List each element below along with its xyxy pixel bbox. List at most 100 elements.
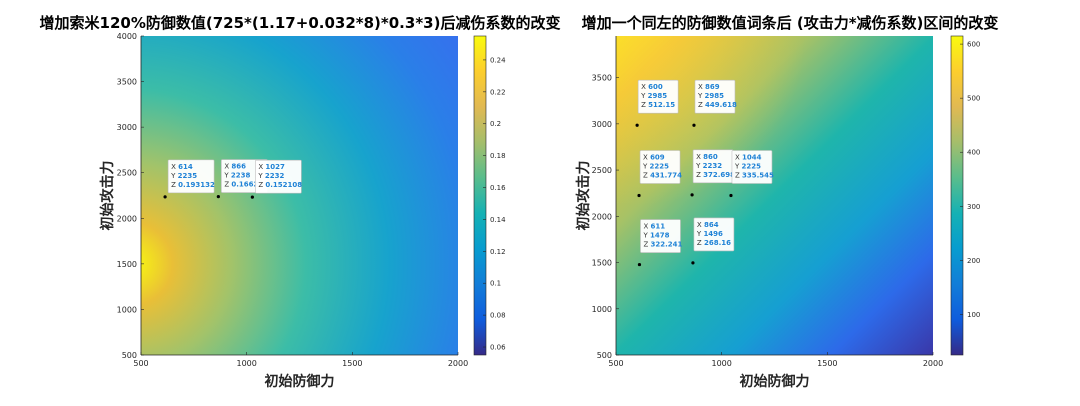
datatip-value: 372.698 xyxy=(703,171,735,179)
datatip-value: 2225 xyxy=(741,163,761,171)
y-tick-label: 3000 xyxy=(592,120,612,129)
colorbar xyxy=(950,35,964,356)
datatip-value: 431.774 xyxy=(650,172,682,180)
datatip-value: 0.152108 xyxy=(265,181,302,189)
datatip-value: 866 xyxy=(231,163,246,171)
y-tick-label: 1500 xyxy=(592,259,612,268)
datatip-point xyxy=(637,193,641,198)
datatip-line: Y 2235 xyxy=(170,172,197,180)
datatip-axis: Z xyxy=(696,171,703,179)
y-axis-label: 初始攻击力 xyxy=(99,161,116,231)
datatip-value: 2225 xyxy=(650,163,670,171)
datatip-line: Y 2238 xyxy=(223,172,250,180)
x-axis-label: 初始防御力 xyxy=(740,373,810,390)
datatip-axis: Z xyxy=(698,101,705,109)
datatip-axis: Y xyxy=(734,163,742,171)
x-tick-label: 1000 xyxy=(711,359,731,368)
datatip-line: X 611 xyxy=(643,223,665,231)
datatip-line: X 1044 xyxy=(735,154,762,162)
datatip-box xyxy=(637,79,679,114)
datatip-line: Y 2225 xyxy=(642,163,669,171)
datatip-value: 449.618 xyxy=(705,101,737,109)
x-tick-label: 1000 xyxy=(236,359,256,368)
datatip-axis: X xyxy=(641,83,648,91)
datatip-box xyxy=(640,219,681,253)
heatmap-surface xyxy=(141,36,458,355)
datatip-line: Z 431.774 xyxy=(643,172,682,180)
datatip-line: Y 2225 xyxy=(734,163,761,171)
x-tick-label: 2000 xyxy=(923,359,943,368)
datatip-value: 512.15 xyxy=(648,101,675,109)
datatip-value: 2235 xyxy=(178,172,198,180)
datatip-line: X 1027 xyxy=(258,163,285,171)
datatip-axis: X xyxy=(171,163,178,171)
datatip-value: 2238 xyxy=(231,172,251,180)
datatip-value: 1496 xyxy=(703,230,723,238)
y-tick-label: 2500 xyxy=(592,166,612,175)
datatip-axis: Z xyxy=(224,181,231,189)
colorbar-tick-label: 0.18 xyxy=(490,152,506,160)
datatip-line: Z 372.698 xyxy=(696,171,735,179)
y-tick-label: 1000 xyxy=(117,305,137,314)
y-tick-label: 4000 xyxy=(117,32,137,41)
datatip-value: 2985 xyxy=(648,92,668,100)
datatip-line: Y 2985 xyxy=(697,92,724,100)
datatip-box xyxy=(693,217,735,252)
datatip-line: Z 0.1662 xyxy=(224,181,258,189)
datatip-line: Z 335.545 xyxy=(735,172,774,180)
datatip-value: 860 xyxy=(703,153,718,161)
chart-title: 增加索米120%防御数值(725*(1.17+0.032*8)*0.3*3)后减… xyxy=(40,14,561,32)
y-tick-label: 500 xyxy=(597,351,612,360)
chart-right: 500 1000 1500 2000 500 1000 1500 2000 2500 3000 35… xyxy=(575,14,998,390)
colorbar-tick-label: 0.14 xyxy=(490,216,506,224)
x-tick-label: 500 xyxy=(608,359,623,368)
datatip-line: Z 449.618 xyxy=(698,101,737,109)
colorbar-tick-label: 100 xyxy=(967,311,980,319)
colorbar-tick-label: 0.1 xyxy=(490,280,501,288)
datatip-axis: X xyxy=(698,83,705,91)
datatip-value: 2232 xyxy=(703,162,723,170)
datatip-value: 0.1662 xyxy=(231,181,258,189)
datatip-box xyxy=(167,159,215,194)
datatip-point xyxy=(691,261,695,265)
colorbar-tick-label: 0.2 xyxy=(490,120,501,128)
datatip-axis: Y xyxy=(697,92,705,100)
y-tick-label: 2000 xyxy=(592,212,612,221)
datatip-line: Y 2232 xyxy=(257,172,284,180)
datatip-value: 864 xyxy=(704,221,719,229)
datatip-axis: Z xyxy=(643,241,650,249)
datatip-point xyxy=(163,195,167,199)
colorbar-tick-label: 0.12 xyxy=(490,248,506,256)
datatip-axis: Z xyxy=(697,239,704,247)
y-tick-label: 3500 xyxy=(592,74,612,83)
colorbar-tick-label: 0.08 xyxy=(490,312,506,320)
datatip-axis: Y xyxy=(223,172,231,180)
datatip-line: X 609 xyxy=(643,154,665,162)
datatip-axis: Z xyxy=(735,172,742,180)
datatip-line: Z 0.193132 xyxy=(171,181,215,189)
datatip-axis: X xyxy=(224,163,231,171)
datatip-line: X 869 xyxy=(698,83,720,91)
colorbar-tick-label: 0.22 xyxy=(490,88,506,96)
datatip-value: 268.16 xyxy=(704,239,731,247)
datatip-value: 2232 xyxy=(265,172,285,180)
datatip-line: X 864 xyxy=(697,221,719,229)
datatip-point xyxy=(635,123,639,127)
datatip-axis: Z xyxy=(641,101,648,109)
datatip-point xyxy=(216,194,220,199)
datatip-axis: Y xyxy=(642,163,650,171)
x-tick-label: 1500 xyxy=(342,359,362,368)
y-tick-label: 1500 xyxy=(117,260,137,269)
datatip-point xyxy=(729,193,733,198)
datatip-point xyxy=(692,123,696,127)
datatip-axis: Z xyxy=(258,181,265,189)
